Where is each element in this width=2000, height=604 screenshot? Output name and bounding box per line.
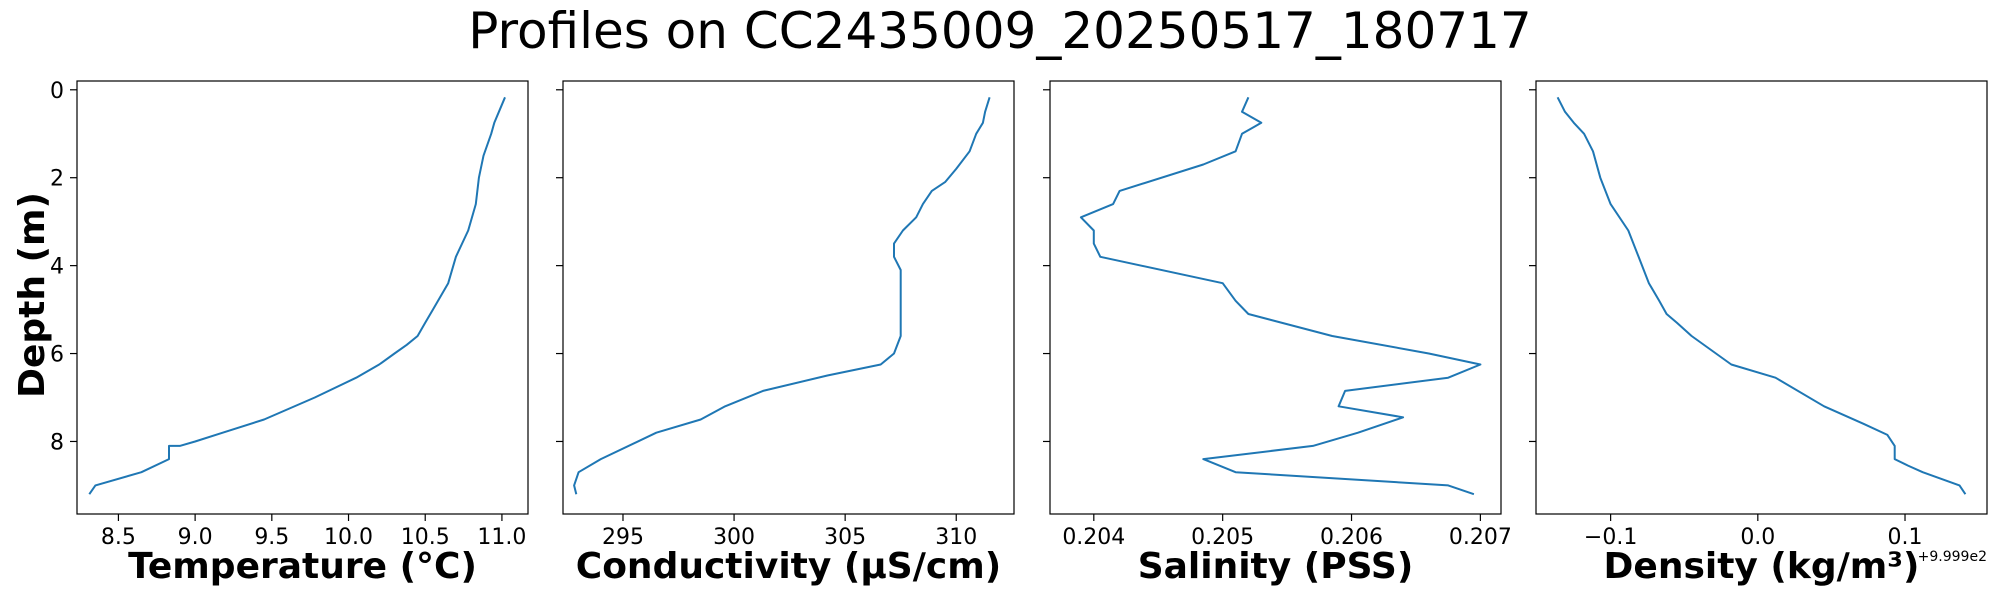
x-tick-label: 8.5	[101, 525, 136, 550]
offset-label: +9.999e2	[1918, 549, 1987, 565]
y-axis-label: Depth (m)	[12, 192, 53, 398]
plot-frame	[562, 80, 1015, 515]
x-tick-label: 9.5	[254, 525, 289, 550]
x-tick-label: 10.0	[324, 525, 373, 550]
y-tick-label: 6	[50, 343, 64, 368]
x-tick-label: 300	[713, 525, 755, 550]
x-tick-label: 0.207	[1449, 525, 1512, 550]
series-line	[1556, 96, 1967, 495]
x-tick-label: 305	[824, 525, 866, 550]
panel-3: 0.204 0.205 0.206 0.207 Salinity (PSS)	[1043, 80, 1512, 587]
x-axis-label: Temperature (°C)	[128, 546, 477, 587]
x-axis-label: Conductivity (µS/cm)	[576, 546, 1001, 587]
plot-frame	[76, 80, 529, 515]
x-tick-label: 0.205	[1191, 525, 1254, 550]
figure-title: Profiles on CC2435009_20250517_180717	[468, 2, 1531, 60]
panel-1: 8.5 9.0 9.5 10.0 10.5 11.0 0 2 4 6 8 Temperature (°…	[50, 79, 529, 587]
x-tick-label: 0.206	[1320, 525, 1383, 550]
y-tick-label: 0	[50, 79, 64, 104]
x-tick-label: 310	[935, 525, 977, 550]
x-tick-label: −0.1	[1584, 525, 1637, 550]
y-tick-label: 4	[50, 255, 64, 280]
x-tick-label: 0.0	[1740, 525, 1775, 550]
plot-frame	[1535, 80, 1988, 515]
x-tick-label: 0.1	[1888, 525, 1923, 550]
x-tick-label: 0.204	[1062, 525, 1125, 550]
y-tick-label: 8	[50, 430, 64, 455]
series-line	[1079, 96, 1482, 496]
y-tick-label: 2	[50, 167, 64, 192]
series-line	[573, 97, 991, 495]
x-axis-label: Salinity (PSS)	[1138, 546, 1414, 587]
x-axis-label: Density (kg/m³)	[1604, 546, 1920, 587]
x-tick-label: 295	[602, 525, 644, 550]
x-tick-label: 11.0	[477, 525, 526, 550]
series-line	[88, 96, 506, 495]
plot-frame	[1049, 80, 1502, 515]
x-tick-label: 10.5	[401, 525, 450, 550]
x-tick-label: 9.0	[178, 525, 213, 550]
panels: 8.5 9.0 9.5 10.0 10.5 11.0 0 2 4 6 8 Temperature (°…	[50, 79, 1988, 587]
